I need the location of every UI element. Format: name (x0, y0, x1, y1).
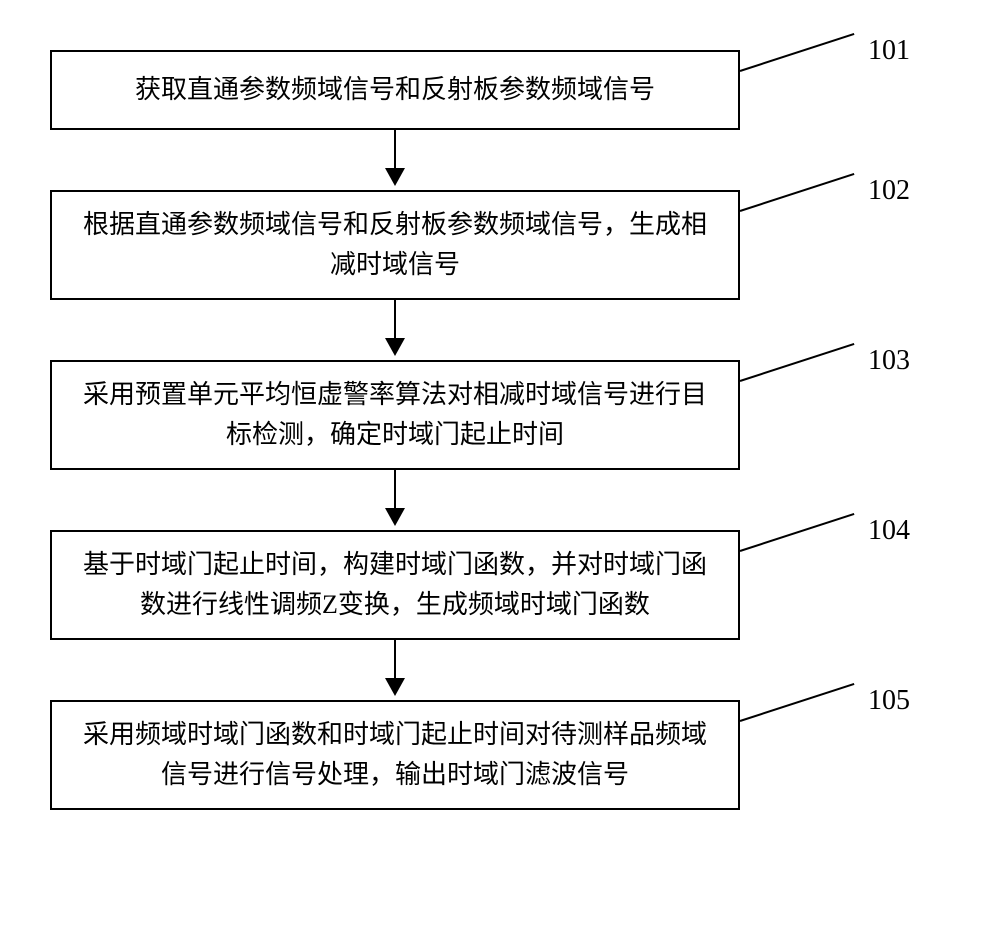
flow-arrow (50, 640, 740, 700)
flow-node-text: 根据直通参数频域信号和反射板参数频域信号，生成相减时域信号 (72, 205, 718, 286)
leader-line (740, 343, 855, 382)
leader-line (740, 33, 855, 72)
flow-node: 采用频域时域门函数和时域门起止时间对待测样品频域信号进行信号处理，输出时域门滤波… (50, 700, 740, 810)
flow-arrow (50, 130, 740, 190)
arrow-head-icon (385, 508, 405, 526)
leader-line (740, 513, 855, 552)
leader-wrap: 103 (740, 360, 930, 470)
flow-row: 根据直通参数频域信号和反射板参数频域信号，生成相减时域信号 102 (50, 190, 950, 300)
flow-arrow (50, 300, 740, 360)
leader-label: 102 (868, 175, 910, 207)
flow-node: 基于时域门起止时间，构建时域门函数，并对时域门函数进行线性调频Z变换，生成频域时… (50, 530, 740, 640)
flow-node: 根据直通参数频域信号和反射板参数频域信号，生成相减时域信号 (50, 190, 740, 300)
flow-row: 采用频域时域门函数和时域门起止时间对待测样品频域信号进行信号处理，输出时域门滤波… (50, 700, 950, 810)
leader-wrap: 104 (740, 530, 930, 640)
leader-label: 101 (868, 35, 910, 67)
flow-row: 采用预置单元平均恒虚警率算法对相减时域信号进行目标检测，确定时域门起止时间 10… (50, 360, 950, 470)
leader-label: 103 (868, 345, 910, 377)
flow-arrow (50, 470, 740, 530)
flow-node: 获取直通参数频域信号和反射板参数频域信号 (50, 50, 740, 130)
arrow-head-icon (385, 678, 405, 696)
arrow-head-icon (385, 338, 405, 356)
leader-wrap: 101 (740, 50, 930, 130)
leader-line (740, 683, 855, 722)
leader-wrap: 105 (740, 700, 930, 810)
flow-node-text: 获取直通参数频域信号和反射板参数频域信号 (135, 70, 655, 110)
leader-label: 105 (868, 685, 910, 717)
leader-wrap: 102 (740, 190, 930, 300)
leader-line (740, 173, 855, 212)
flow-row: 获取直通参数频域信号和反射板参数频域信号 101 (50, 50, 950, 130)
flowchart-container: 获取直通参数频域信号和反射板参数频域信号 101 根据直通参数频域信号和反射板参… (50, 50, 950, 810)
flow-node-text: 采用预置单元平均恒虚警率算法对相减时域信号进行目标检测，确定时域门起止时间 (72, 375, 718, 456)
leader-label: 104 (868, 515, 910, 547)
flow-node: 采用预置单元平均恒虚警率算法对相减时域信号进行目标检测，确定时域门起止时间 (50, 360, 740, 470)
arrow-head-icon (385, 168, 405, 186)
flow-row: 基于时域门起止时间，构建时域门函数，并对时域门函数进行线性调频Z变换，生成频域时… (50, 530, 950, 640)
flow-node-text: 采用频域时域门函数和时域门起止时间对待测样品频域信号进行信号处理，输出时域门滤波… (72, 715, 718, 796)
flow-node-text: 基于时域门起止时间，构建时域门函数，并对时域门函数进行线性调频Z变换，生成频域时… (72, 545, 718, 626)
